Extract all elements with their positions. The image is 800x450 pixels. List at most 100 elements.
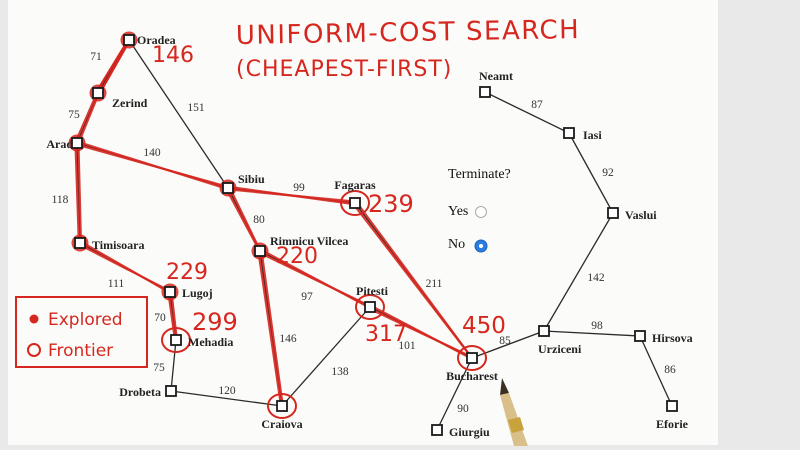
path-cost-bucharest: 450	[462, 313, 506, 339]
edge-cost-craiova-pitesti: 138	[331, 366, 349, 378]
edge-cost-arad-timisoara: 118	[52, 194, 69, 206]
edge-cost-arad-sibiu: 140	[143, 147, 161, 159]
edge-cost-sibiu-rimnicu: 80	[253, 214, 265, 226]
city-label-urziceni: Urziceni	[538, 342, 582, 356]
city-label-sibiu: Sibiu	[238, 172, 265, 186]
edge-cost-hirsova-eforie: 86	[664, 364, 676, 376]
whiteboard	[8, 0, 718, 445]
no-radio-dot	[479, 244, 483, 248]
city-node-pitesti	[364, 301, 376, 313]
pencil-tip	[500, 378, 509, 395]
edge-urziceni-hirsova	[543, 330, 641, 337]
edge-cost-urziceni-vaslui: 142	[587, 272, 605, 284]
city-label-neamt: Neamt	[479, 69, 513, 83]
frontier-ring-bucharest	[457, 345, 487, 371]
city-label-mehadia: Mehadia	[188, 335, 233, 349]
red-stroke-sibiu-fagaras-1	[228, 185, 358, 206]
city-label-craiova: Craiova	[261, 417, 302, 431]
red-stroke-rimnicu-craiova-1	[260, 248, 285, 409]
city-node-bucharest	[466, 352, 478, 364]
edge-urziceni-vaslui	[543, 212, 614, 332]
red-stroke-arad-timisoara-1	[77, 140, 83, 246]
city-label-rimnicu: Rimnicu Vilcea	[270, 234, 348, 248]
edge-vaslui-iasi	[568, 132, 614, 214]
city-label-arad: Arad	[46, 137, 73, 151]
yes-radio[interactable]	[475, 206, 487, 218]
city-label-oradea: Oradea	[137, 33, 176, 47]
city-node-drobeta	[165, 385, 177, 397]
edge-cost-oradea-zerind: 71	[90, 51, 102, 63]
red-stroke-arad-sibiu-1	[77, 140, 231, 191]
edge-cost-drobeta-craiova: 120	[218, 385, 236, 397]
edge-cost-zerind-arad: 75	[68, 109, 80, 121]
city-label-drobeta: Drobeta	[119, 385, 161, 399]
red-stroke-pitesti-bucharest-1	[370, 304, 475, 361]
frontier-ring-mehadia	[161, 327, 191, 353]
frontier-label: Frontier	[48, 341, 113, 361]
city-node-zerind	[92, 87, 104, 99]
city-node-lugoj	[164, 286, 176, 298]
city-node-arad	[71, 137, 83, 149]
edge-cost-fagaras-bucharest: 211	[426, 278, 443, 290]
red-stroke-fagaras-bucharest-1	[355, 200, 475, 361]
city-label-hirsova: Hirsova	[652, 331, 693, 345]
path-cost-fagaras: 239	[368, 190, 414, 218]
subtitle: (CHEAPEST-FIRST)	[236, 57, 452, 82]
edge-cost-bucharest-giurgiu: 90	[457, 403, 469, 415]
explored-marker	[29, 314, 39, 324]
path-cost-lugoj: 229	[166, 260, 208, 285]
city-label-zerind: Zerind	[112, 96, 148, 110]
city-label-iasi: Iasi	[583, 128, 602, 142]
edge-cost-iasi-neamt: 87	[531, 99, 543, 111]
nodes-layer: Oradea Zerind Arad Timisoara Lugoj Mehadia Dro…	[46, 31, 693, 439]
red-stroke-rimnicu-pitesti-1	[260, 248, 373, 310]
city-node-urziceni	[538, 325, 550, 337]
edge-iasi-neamt	[484, 91, 570, 134]
path-cost-rimnicu: 220	[276, 244, 318, 269]
red-stroke-timisoara-lugoj-1	[80, 240, 173, 295]
path-cost-oradea: 146	[152, 43, 194, 68]
city-node-mehadia	[170, 334, 182, 346]
edge-cost-pitesti-bucharest: 101	[398, 340, 416, 352]
red-stroke-oradea-zerind-0	[95, 40, 129, 93]
legend: Explored Frontier	[15, 296, 148, 368]
city-label-vaslui: Vaslui	[625, 208, 657, 222]
path-cost-pitesti: 317	[365, 322, 407, 347]
red-stroke-zerind-arad-0	[74, 93, 98, 143]
edge-cost-urziceni-hirsova: 98	[591, 320, 603, 332]
city-node-fagaras	[349, 197, 361, 209]
red-stroke-arad-timisoara-0	[74, 143, 80, 243]
frontier-ring-fagaras	[340, 190, 370, 216]
city-label-bucharest: Bucharest	[446, 369, 498, 383]
edge-cost-bucharest-urziceni: 85	[499, 335, 511, 347]
city-node-timisoara	[74, 237, 86, 249]
pencil-band	[508, 417, 524, 433]
no-option-label: No	[448, 237, 465, 252]
city-label-eforie: Eforie	[656, 417, 689, 431]
city-node-rimnicu	[254, 245, 266, 257]
edge-oradea-sibiu	[128, 39, 229, 189]
edge-cost-rimnicu-craiova: 146	[279, 333, 297, 345]
path-cost-mehadia: 299	[192, 308, 238, 336]
legend-box	[15, 296, 148, 368]
explored-label: Explored	[48, 310, 123, 330]
edge-mehadia-drobeta	[170, 339, 177, 392]
edge-cost-lugoj-mehadia: 70	[154, 312, 166, 324]
annotation-layer: 146 220 239 229 299 317 450	[74, 37, 506, 419]
city-label-pitesti: Pitesti	[356, 284, 389, 298]
edge-cost-vaslui-iasi: 92	[602, 167, 614, 179]
edge-cost-mehadia-drobeta: 75	[153, 362, 165, 374]
city-node-eforie	[666, 400, 678, 412]
red-stroke-oradea-zerind-1	[97, 37, 132, 96]
city-node-oradea	[123, 34, 135, 46]
city-node-neamt	[479, 86, 491, 98]
frontier-marker	[27, 343, 41, 357]
city-label-timisoara: Timisoara	[92, 238, 144, 252]
city-node-iasi	[563, 127, 575, 139]
city-node-giurgiu	[431, 424, 443, 436]
city-label-fagaras: Fagaras	[334, 178, 376, 192]
red-stroke-rimnicu-craiova-0	[257, 251, 282, 406]
title: UNIFORM-COST SEARCH	[236, 15, 581, 51]
edge-drobeta-craiova	[170, 390, 283, 407]
red-stroke-sibiu-rimnicu-1	[228, 185, 263, 254]
